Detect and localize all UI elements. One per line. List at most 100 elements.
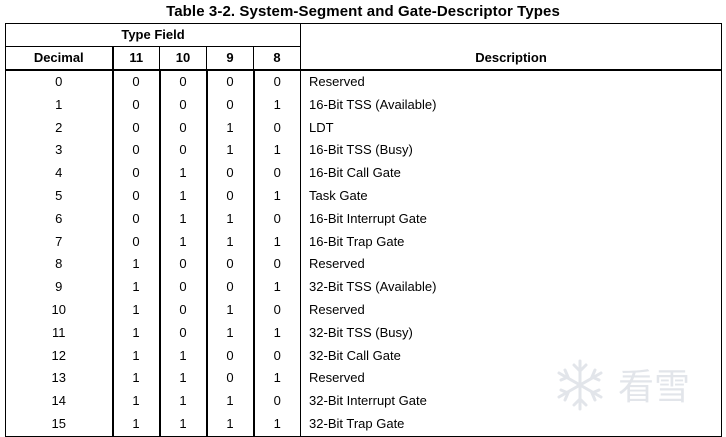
bit-8-cell: 1 bbox=[252, 321, 302, 345]
bit-10-cell: 0 bbox=[158, 298, 207, 322]
decimal-cell: 0 bbox=[5, 70, 113, 94]
bit-10-cell: 1 bbox=[158, 162, 207, 185]
decimal-cell: 6 bbox=[5, 207, 113, 231]
table-row: 3 0 0 1 1 16-Bit TSS (Busy) bbox=[5, 139, 723, 163]
bit-8-header: 8 bbox=[252, 46, 302, 71]
bit-8-cell: 0 bbox=[252, 207, 302, 231]
bit-9-cell: 1 bbox=[205, 298, 254, 322]
decimal-cell: 5 bbox=[5, 184, 113, 208]
bit-8-cell: 1 bbox=[252, 93, 302, 117]
bit-10-cell: 0 bbox=[158, 70, 207, 94]
description-cell: 16-Bit TSS (Busy) bbox=[300, 139, 723, 163]
bit-9-header: 9 bbox=[206, 46, 254, 71]
bit-9-cell: 1 bbox=[205, 321, 254, 345]
bit-10-cell: 0 bbox=[158, 116, 207, 140]
bit-10-cell: 0 bbox=[158, 139, 207, 163]
bit-8-cell: 1 bbox=[252, 367, 302, 391]
bit-11-cell: 1 bbox=[111, 390, 160, 413]
bit-9-cell: 1 bbox=[205, 230, 254, 254]
descriptor-types-table: Type Field Description Decimal 11 10 9 8… bbox=[4, 23, 723, 437]
bit-11-cell: 0 bbox=[111, 116, 160, 140]
table-row: 2 0 0 1 0 LDT bbox=[5, 116, 723, 140]
description-header: Description bbox=[300, 23, 723, 71]
decimal-cell: 1 bbox=[5, 93, 113, 117]
bit-11-cell: 1 bbox=[111, 321, 160, 345]
bit-9-cell: 0 bbox=[205, 70, 254, 94]
bit-10-cell: 1 bbox=[158, 412, 207, 437]
bit-8-cell: 1 bbox=[252, 276, 302, 299]
bit-9-cell: 1 bbox=[205, 390, 254, 413]
bit-9-cell: 0 bbox=[205, 367, 254, 391]
bit-8-cell: 0 bbox=[252, 390, 302, 413]
table-row: 6 0 1 1 0 16-Bit Interrupt Gate bbox=[5, 207, 723, 231]
table-row: 5 0 1 0 1 Task Gate bbox=[5, 184, 723, 208]
bit-9-cell: 1 bbox=[205, 139, 254, 163]
description-cell: LDT bbox=[300, 116, 723, 140]
description-cell: Reserved bbox=[300, 253, 723, 277]
bit-9-cell: 0 bbox=[205, 276, 254, 299]
table-row: 15 1 1 1 1 32-Bit Trap Gate bbox=[5, 412, 723, 437]
bit-11-cell: 1 bbox=[111, 412, 160, 437]
bit-9-cell: 1 bbox=[205, 207, 254, 231]
description-cell: 32-Bit Call Gate bbox=[300, 344, 723, 368]
decimal-cell: 9 bbox=[5, 276, 113, 299]
bit-8-cell: 0 bbox=[252, 70, 302, 94]
bit-9-cell: 0 bbox=[205, 93, 254, 117]
table-row: 8 1 0 0 0 Reserved bbox=[5, 253, 723, 277]
bit-10-cell: 1 bbox=[158, 230, 207, 254]
bit-9-cell: 0 bbox=[205, 184, 254, 208]
bit-11-cell: 0 bbox=[111, 70, 160, 94]
table-body: 0 0 0 0 0 Reserved 1 0 0 0 1 16-Bit TSS (Available)… bbox=[5, 70, 723, 437]
decimal-cell: 7 bbox=[5, 230, 113, 254]
bit-10-cell: 0 bbox=[158, 321, 207, 345]
bit-8-cell: 1 bbox=[252, 184, 302, 208]
table-row: 7 0 1 1 1 16-Bit Trap Gate bbox=[5, 230, 723, 254]
bit-11-cell: 1 bbox=[111, 367, 160, 391]
bit-11-header: 11 bbox=[111, 46, 160, 71]
table-row: 1 0 0 0 1 16-Bit TSS (Available) bbox=[5, 93, 723, 117]
bit-10-cell: 1 bbox=[158, 367, 207, 391]
table-row: 9 1 0 0 1 32-Bit TSS (Available) bbox=[5, 276, 723, 299]
bit-11-cell: 1 bbox=[111, 276, 160, 299]
decimal-cell: 14 bbox=[5, 390, 113, 413]
bit-9-cell: 0 bbox=[205, 253, 254, 277]
decimal-cell: 11 bbox=[5, 321, 113, 345]
description-cell: 32-Bit TSS (Busy) bbox=[300, 321, 723, 345]
bit-11-cell: 0 bbox=[111, 139, 160, 163]
bit-11-cell: 0 bbox=[111, 162, 160, 185]
bit-10-cell: 0 bbox=[158, 253, 207, 277]
table-title: Table 3-2. System-Segment and Gate-Descr… bbox=[166, 3, 560, 20]
decimal-header: Decimal bbox=[5, 46, 113, 71]
table-row: 12 1 1 0 0 32-Bit Call Gate bbox=[5, 344, 723, 368]
bit-8-cell: 0 bbox=[252, 116, 302, 140]
bit-10-cell: 1 bbox=[158, 390, 207, 413]
bit-9-cell: 1 bbox=[205, 116, 254, 140]
description-cell: Task Gate bbox=[300, 184, 723, 208]
bit-8-cell: 0 bbox=[252, 253, 302, 277]
bit-11-cell: 0 bbox=[111, 93, 160, 117]
bit-8-cell: 1 bbox=[252, 412, 302, 437]
description-cell: 32-Bit Trap Gate bbox=[300, 412, 723, 437]
table-row: 13 1 1 0 1 Reserved bbox=[5, 367, 723, 391]
bit-10-header: 10 bbox=[159, 46, 207, 71]
description-cell: 16-Bit Trap Gate bbox=[300, 230, 723, 254]
decimal-cell: 15 bbox=[5, 412, 113, 437]
bit-9-cell: 0 bbox=[205, 162, 254, 185]
table-row: 14 1 1 1 0 32-Bit Interrupt Gate bbox=[5, 390, 723, 413]
bit-10-cell: 0 bbox=[158, 93, 207, 117]
bit-8-cell: 1 bbox=[252, 139, 302, 163]
description-cell: Reserved bbox=[300, 367, 723, 391]
description-cell: 16-Bit Call Gate bbox=[300, 162, 723, 185]
description-cell: Reserved bbox=[300, 298, 723, 322]
bit-10-cell: 1 bbox=[158, 184, 207, 208]
decimal-cell: 4 bbox=[5, 162, 113, 185]
bit-9-cell: 0 bbox=[205, 344, 254, 368]
bit-10-cell: 1 bbox=[158, 344, 207, 368]
bit-11-cell: 1 bbox=[111, 253, 160, 277]
decimal-cell: 10 bbox=[5, 298, 113, 322]
bit-11-cell: 0 bbox=[111, 230, 160, 254]
bit-8-cell: 1 bbox=[252, 230, 302, 254]
decimal-cell: 12 bbox=[5, 344, 113, 368]
decimal-cell: 2 bbox=[5, 116, 113, 140]
table-row: 11 1 0 1 1 32-Bit TSS (Busy) bbox=[5, 321, 723, 345]
